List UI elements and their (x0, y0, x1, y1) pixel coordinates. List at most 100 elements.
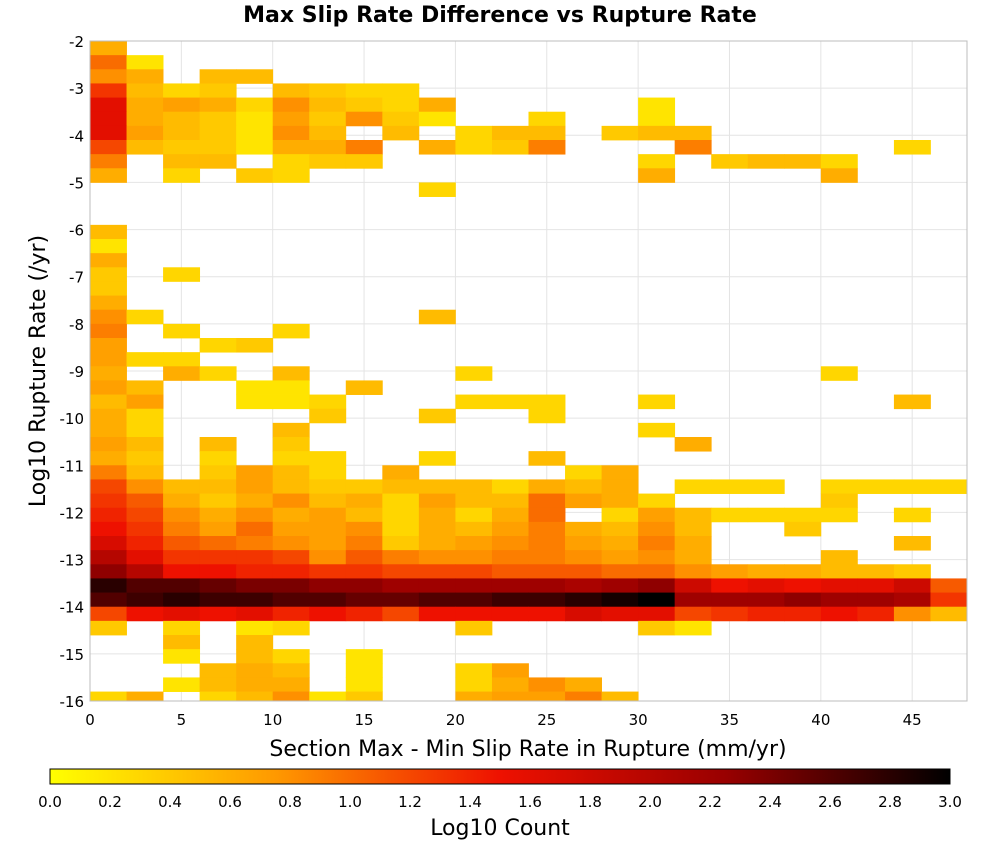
heatmap-cell (455, 536, 493, 551)
heatmap-cell (90, 536, 127, 551)
heatmap-cell (163, 649, 201, 664)
y-tick-label: -8 (69, 316, 84, 334)
x-tick-label: 30 (629, 711, 648, 729)
heatmap-cell (236, 111, 274, 127)
heatmap-cell (674, 479, 712, 494)
heatmap-cell (638, 422, 676, 438)
heatmap-cell (272, 564, 310, 579)
y-tick-label: -3 (69, 80, 84, 98)
heatmap-cell (674, 536, 712, 551)
heatmap-cell (199, 140, 237, 155)
heatmap-cell (309, 154, 347, 169)
heatmap-cell (528, 408, 566, 424)
heatmap-cell (199, 592, 237, 608)
y-tick-label: -14 (60, 599, 85, 617)
heatmap-cell (820, 606, 858, 622)
heatmap-cell (601, 691, 639, 702)
heatmap-cell (711, 154, 749, 169)
heatmap-cell (638, 550, 676, 565)
heatmap-cell (309, 97, 347, 113)
heatmap-cell (528, 140, 566, 155)
heatmap-cell (163, 578, 201, 593)
heatmap-cell (272, 620, 310, 636)
heatmap-cell (528, 550, 566, 565)
heatmap-cell (820, 578, 858, 593)
heatmap-cell (491, 592, 529, 608)
heatmap-cell (893, 592, 931, 608)
heatmap-cell (163, 550, 201, 565)
heatmap-cell (272, 111, 310, 127)
heatmap-cell (382, 536, 420, 551)
heatmap-cell (601, 493, 639, 509)
heatmap-cell (820, 564, 858, 579)
heatmap-cell (820, 592, 858, 608)
heatmap-cell (345, 507, 383, 523)
heatmap-cell (126, 564, 164, 579)
heatmap-cell (90, 97, 127, 113)
heatmap-cell (565, 677, 602, 692)
y-tick-label: -11 (60, 457, 85, 475)
heatmap-cell (90, 309, 127, 325)
heatmap-cell (491, 564, 529, 579)
heatmap-cell (345, 111, 383, 127)
heatmap-cell (455, 140, 493, 155)
heatmap-cell (418, 564, 456, 579)
colorbar-tick-label: 2.4 (758, 793, 782, 811)
heatmap-cell (565, 606, 602, 622)
heatmap-cell (491, 521, 529, 537)
y-tick-label: -9 (69, 363, 84, 381)
heatmap-cell (711, 578, 749, 593)
heatmap-cell (345, 663, 383, 678)
x-tick-label: 25 (537, 711, 556, 729)
heatmap-cell (601, 507, 639, 523)
heatmap-cell (711, 564, 749, 579)
heatmap-cell (199, 536, 237, 551)
heatmap-cell (90, 41, 127, 56)
heatmap-cell (638, 536, 676, 551)
heatmap-cell (309, 394, 347, 410)
heatmap-cell (236, 125, 274, 141)
heatmap-cell (272, 521, 310, 537)
heatmap-cell (272, 479, 310, 494)
heatmap-cell (309, 408, 347, 424)
heatmap-cell (236, 564, 274, 579)
y-tick-label: -2 (69, 33, 84, 51)
heatmap-cell (784, 564, 822, 579)
heatmap-cell (272, 592, 310, 608)
heatmap-cell (126, 422, 164, 438)
heatmap-cell (126, 55, 164, 70)
colorbar-tick-label: 2.0 (638, 793, 662, 811)
heatmap-cell (309, 507, 347, 523)
heatmap-cell (455, 550, 493, 565)
heatmap-cell (418, 479, 456, 494)
heatmap-cell (163, 521, 201, 537)
heatmap-cell (638, 564, 676, 579)
heatmap-cell (857, 578, 895, 593)
heatmap-cell (126, 578, 164, 593)
heatmap-cell (528, 125, 566, 141)
heatmap-cell (199, 479, 237, 494)
heatmap-cell (528, 564, 566, 579)
heatmap-cell (236, 97, 274, 113)
heatmap-cell (528, 677, 566, 692)
colorbar-tick-label: 1.0 (338, 793, 362, 811)
heatmap-cell (455, 507, 493, 523)
heatmap-cell (418, 182, 456, 197)
heatmap-cell (674, 564, 712, 579)
heatmap-cell (345, 691, 383, 702)
heatmap-cell (345, 606, 383, 622)
heatmap-cell (491, 507, 529, 523)
heatmap-cell (893, 578, 931, 593)
heatmap-cell (236, 536, 274, 551)
heatmap-cell (820, 493, 858, 509)
heatmap-cell (747, 606, 785, 622)
heatmap-cell (565, 493, 602, 509)
heatmap-cell (747, 592, 785, 608)
heatmap-cell (126, 451, 164, 466)
heatmap-cell (784, 592, 822, 608)
x-tick-label: 15 (355, 711, 374, 729)
heatmap-cell (382, 479, 420, 494)
heatmap-cell (930, 606, 968, 622)
heatmap-cell (90, 564, 127, 579)
heatmap-cell (601, 536, 639, 551)
